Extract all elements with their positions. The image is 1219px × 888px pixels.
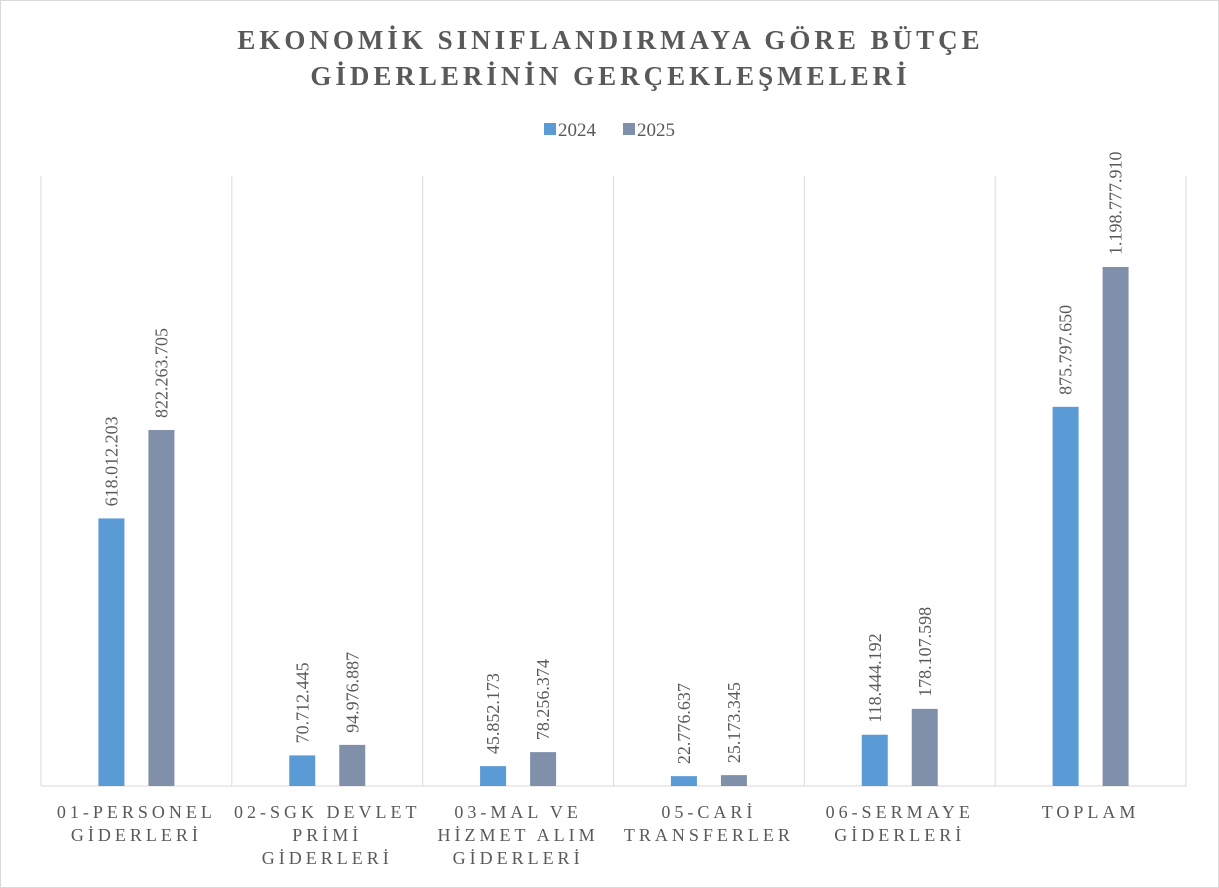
bar — [911, 708, 938, 786]
data-label: 178.107.598 — [915, 607, 935, 697]
data-label: 1.198.777.910 — [1106, 152, 1126, 256]
data-label: 70.712.445 — [292, 662, 312, 743]
data-label: 875.797.650 — [1056, 305, 1076, 395]
data-label: 45.852.173 — [483, 673, 503, 754]
chart-title: GİDERLERİNİN GERÇEKLEŞMELERİ — [310, 61, 911, 91]
bar — [339, 744, 366, 786]
bar — [98, 518, 125, 786]
data-label: 118.444.192 — [865, 633, 885, 722]
x-tick-label: 03-MAL VE HİZMET ALIM GİDERLERİ — [437, 802, 599, 868]
legend-swatch — [623, 123, 635, 135]
data-label: 78.256.374 — [533, 659, 553, 740]
bar — [480, 766, 507, 786]
bar — [861, 734, 888, 786]
bar — [720, 775, 747, 786]
bar — [670, 776, 697, 786]
bar — [1052, 406, 1079, 786]
legend-swatch — [544, 123, 556, 135]
x-tick-label: 06-SERMAYE GİDERLERİ — [825, 802, 974, 845]
data-label: 94.976.887 — [342, 652, 362, 733]
data-label: 618.012.203 — [101, 416, 121, 506]
bar — [530, 752, 557, 786]
legend-label: 2025 — [637, 120, 675, 141]
bar — [289, 755, 316, 786]
x-tick-label: 05-CARİ TRANSFERLER — [623, 802, 794, 845]
legend-label: 2024 — [558, 120, 597, 141]
x-tick-label: 01-PERSONEL GİDERLERİ — [56, 802, 216, 845]
x-tick-label: 02-SGK DEVLET PRİMİ GİDERLERİ — [234, 802, 421, 868]
bar — [1102, 267, 1129, 786]
bar — [148, 430, 175, 786]
data-label: 22.776.637 — [674, 683, 694, 764]
data-label: 25.173.345 — [724, 682, 744, 763]
chart-title: EKONOMİK SINIFLANDIRMAYA GÖRE BÜTÇE — [237, 25, 984, 55]
x-tick-label: TOPLAM — [1041, 802, 1140, 822]
data-label: 822.263.705 — [151, 328, 171, 418]
